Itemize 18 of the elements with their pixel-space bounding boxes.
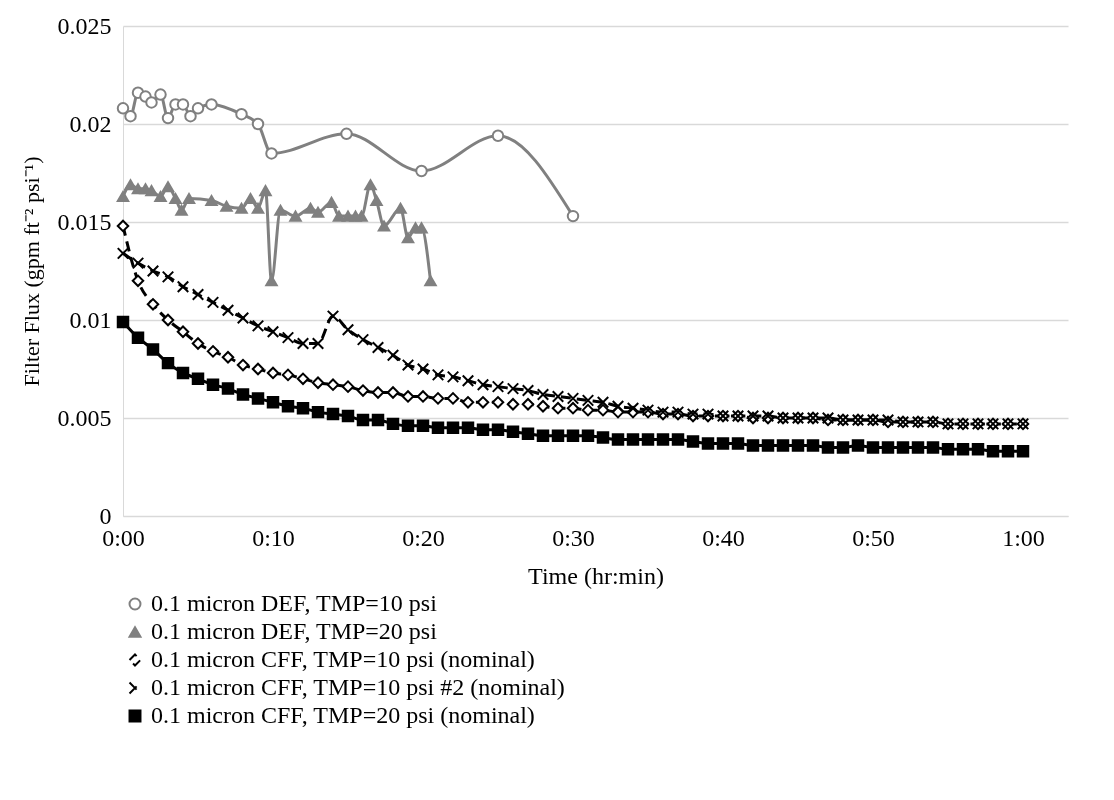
x-tick-label: 0:30 bbox=[552, 524, 595, 551]
x-tick-label: 0:40 bbox=[702, 524, 745, 551]
x-axis-title: Time (hr:min) bbox=[528, 562, 664, 589]
x-tick-label: 1:00 bbox=[1002, 524, 1045, 551]
y-tick-label: 0.015 bbox=[57, 208, 112, 235]
legend-label: 0.1 micron CFF, TMP=10 psi #2 (nominal) bbox=[151, 674, 565, 700]
y-tick-label: 0.02 bbox=[69, 110, 112, 137]
legend-label: 0.1 micron CFF, TMP=10 psi (nominal) bbox=[151, 646, 535, 672]
y-axis-title: Filter Flux (gpm ft⁻² psi⁻¹) bbox=[18, 156, 44, 387]
x-tick-label: 0:50 bbox=[852, 524, 895, 551]
x-tick-label: 0:20 bbox=[402, 524, 445, 551]
y-tick-label: 0.01 bbox=[69, 306, 112, 333]
y-tick-label: 0.025 bbox=[57, 12, 112, 39]
legend-label: 0.1 micron CFF, TMP=20 psi (nominal) bbox=[151, 702, 535, 728]
legend-label: 0.1 micron DEF, TMP=20 psi bbox=[151, 618, 438, 644]
x-tick-label: 0:10 bbox=[252, 524, 295, 551]
y-tick-label: 0.005 bbox=[57, 404, 112, 431]
legend-label: 0.1 micron DEF, TMP=10 psi bbox=[151, 590, 438, 616]
